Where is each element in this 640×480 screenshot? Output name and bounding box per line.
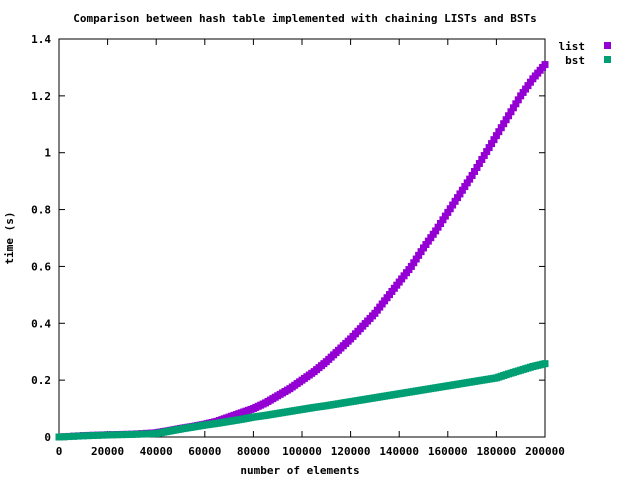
point-bst xyxy=(74,432,82,440)
point-bst xyxy=(541,360,549,368)
point-list xyxy=(502,116,510,124)
point-bst xyxy=(123,431,131,439)
point-bst xyxy=(113,431,121,439)
y-tick-label: 0.2 xyxy=(31,374,51,387)
x-tick-label: 100000 xyxy=(282,445,322,458)
point-list xyxy=(407,262,415,270)
point-list xyxy=(441,212,449,220)
point-bst xyxy=(142,430,150,438)
point-bst xyxy=(104,431,112,439)
point-list xyxy=(514,96,522,104)
point-bst xyxy=(108,431,116,439)
point-bst xyxy=(84,432,92,440)
point-list xyxy=(490,136,498,144)
point-list xyxy=(509,104,517,112)
x-axis-ticks: 0 20000 40000 60000 80000 100000 120000 140000 1… xyxy=(56,39,565,458)
point-list xyxy=(541,61,549,69)
point-list xyxy=(412,255,420,263)
point-bst xyxy=(128,430,136,438)
point-list xyxy=(497,124,505,132)
x-tick-label: 80000 xyxy=(237,445,270,458)
x-tick-label: 40000 xyxy=(140,445,173,458)
point-list xyxy=(451,197,459,205)
legend-label-bst: bst xyxy=(565,54,585,67)
point-list xyxy=(434,223,442,231)
point-list xyxy=(446,205,454,213)
point-list xyxy=(475,160,483,168)
point-list xyxy=(458,186,466,194)
y-axis-label: time (s) xyxy=(3,212,16,265)
x-tick-label: 0 xyxy=(56,445,63,458)
point-list xyxy=(471,167,479,175)
y-axis-ticks: 0 0.2 0.4 0.6 0.8 1 1.2 1.4 xyxy=(31,33,545,444)
point-bst xyxy=(65,433,73,441)
point-bst xyxy=(138,430,146,438)
point-bst xyxy=(147,430,155,438)
point-list xyxy=(466,175,474,183)
point-list xyxy=(444,208,452,216)
point-list xyxy=(492,132,500,140)
point-list xyxy=(439,216,447,224)
point-list xyxy=(488,140,496,148)
point-list xyxy=(449,201,457,209)
legend-swatch-bst xyxy=(604,56,611,63)
point-list xyxy=(485,144,493,152)
point-list xyxy=(437,220,445,228)
point-list xyxy=(473,163,481,171)
y-tick-label: 0 xyxy=(44,431,51,444)
y-tick-label: 1.4 xyxy=(31,33,51,46)
point-list xyxy=(456,190,464,198)
point-bst xyxy=(94,431,102,439)
point-list xyxy=(507,108,515,116)
point-list xyxy=(461,183,469,191)
x-tick-label: 140000 xyxy=(379,445,419,458)
chart-title: Comparison between hash table implemente… xyxy=(73,12,537,25)
y-tick-label: 0.8 xyxy=(31,204,51,217)
point-list xyxy=(505,112,513,120)
y-tick-label: 0.4 xyxy=(31,317,51,330)
point-bst xyxy=(70,432,78,440)
point-list xyxy=(500,120,508,128)
y-tick-label: 0.6 xyxy=(31,260,51,273)
point-list xyxy=(415,251,423,259)
point-list xyxy=(454,194,462,202)
x-tick-label: 180000 xyxy=(477,445,517,458)
y-tick-label: 1 xyxy=(44,147,51,160)
legend-label-list: list xyxy=(559,40,586,53)
point-bst xyxy=(55,433,63,441)
point-bst xyxy=(118,431,126,439)
point-list xyxy=(495,128,503,136)
data-points xyxy=(55,61,549,441)
legend: list bst xyxy=(559,40,611,67)
point-list xyxy=(483,148,491,156)
point-list xyxy=(480,152,488,160)
point-bst xyxy=(89,432,97,440)
point-list xyxy=(432,227,440,235)
point-bst xyxy=(133,430,141,438)
y-tick-label: 1.2 xyxy=(31,90,51,103)
x-tick-label: 60000 xyxy=(188,445,221,458)
point-list xyxy=(410,259,418,267)
x-tick-label: 20000 xyxy=(91,445,124,458)
x-tick-label: 120000 xyxy=(331,445,371,458)
point-list xyxy=(468,171,476,179)
x-tick-label: 200000 xyxy=(525,445,565,458)
point-bst xyxy=(99,431,107,439)
point-list xyxy=(478,156,486,164)
point-list xyxy=(463,179,471,187)
point-bst xyxy=(79,432,87,440)
point-list xyxy=(417,248,425,256)
x-axis-label: number of elements xyxy=(240,464,359,477)
point-bst xyxy=(60,433,68,441)
point-list xyxy=(512,100,520,108)
legend-swatch-list xyxy=(604,42,611,49)
x-tick-label: 160000 xyxy=(428,445,468,458)
